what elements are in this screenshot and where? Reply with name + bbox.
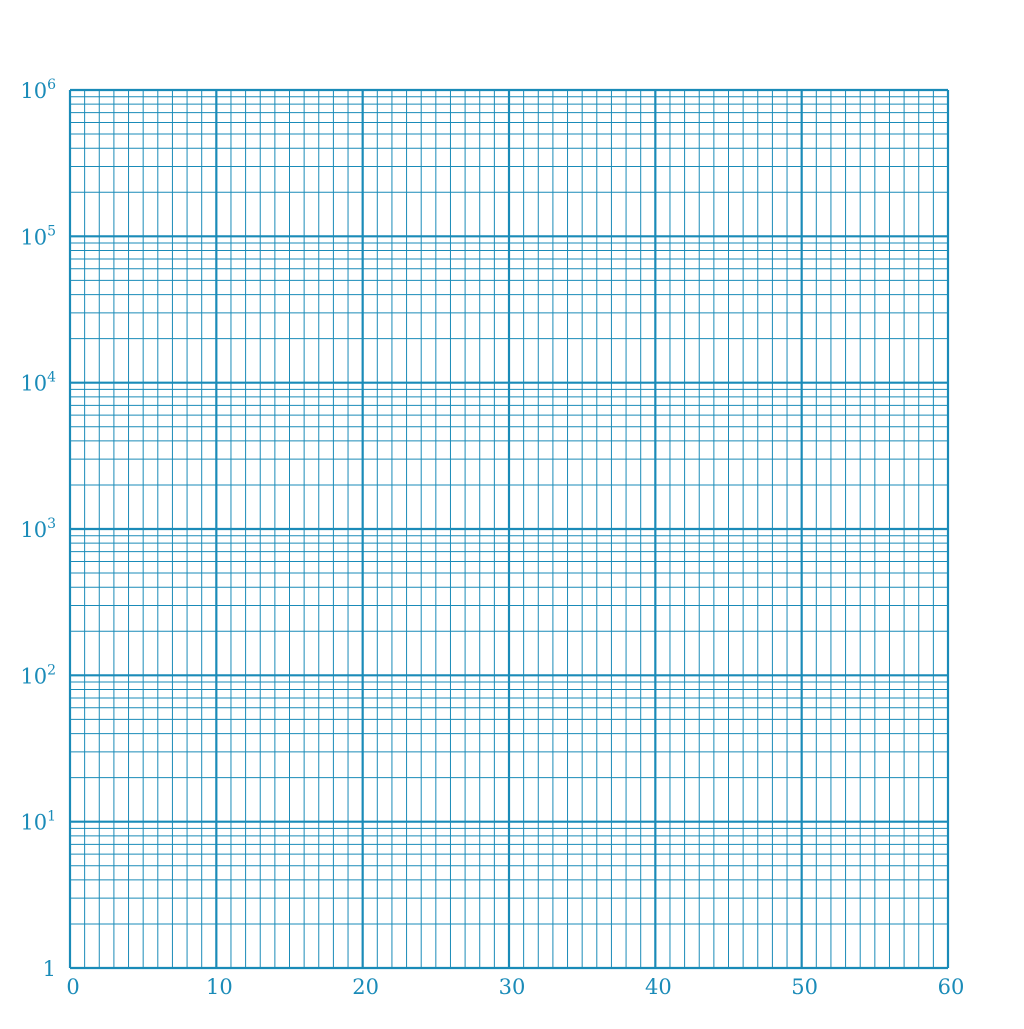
y-tick-label: 106 [20, 77, 56, 103]
x-axis-tick-labels: 0 10 20 30 40 50 60 [66, 975, 964, 999]
y-axis-tick-labels: 1 101 102 103 104 105 106 [20, 77, 56, 981]
y-tick-label: 104 [20, 370, 56, 396]
x-tick-label: 30 [499, 975, 526, 999]
major-grid [68, 88, 950, 970]
y-tick-label: 1 [43, 957, 56, 981]
x-tick-label: 10 [206, 975, 233, 999]
y-tick-label: 102 [20, 662, 56, 688]
x-tick-label: 50 [791, 975, 818, 999]
x-tick-label: 40 [645, 975, 672, 999]
x-tick-label: 20 [352, 975, 379, 999]
x-tick-label: 60 [938, 975, 965, 999]
x-tick-label: 0 [66, 975, 79, 999]
y-tick-label: 103 [20, 516, 56, 542]
y-tick-label: 101 [20, 809, 56, 835]
y-tick-label: 105 [20, 223, 56, 249]
